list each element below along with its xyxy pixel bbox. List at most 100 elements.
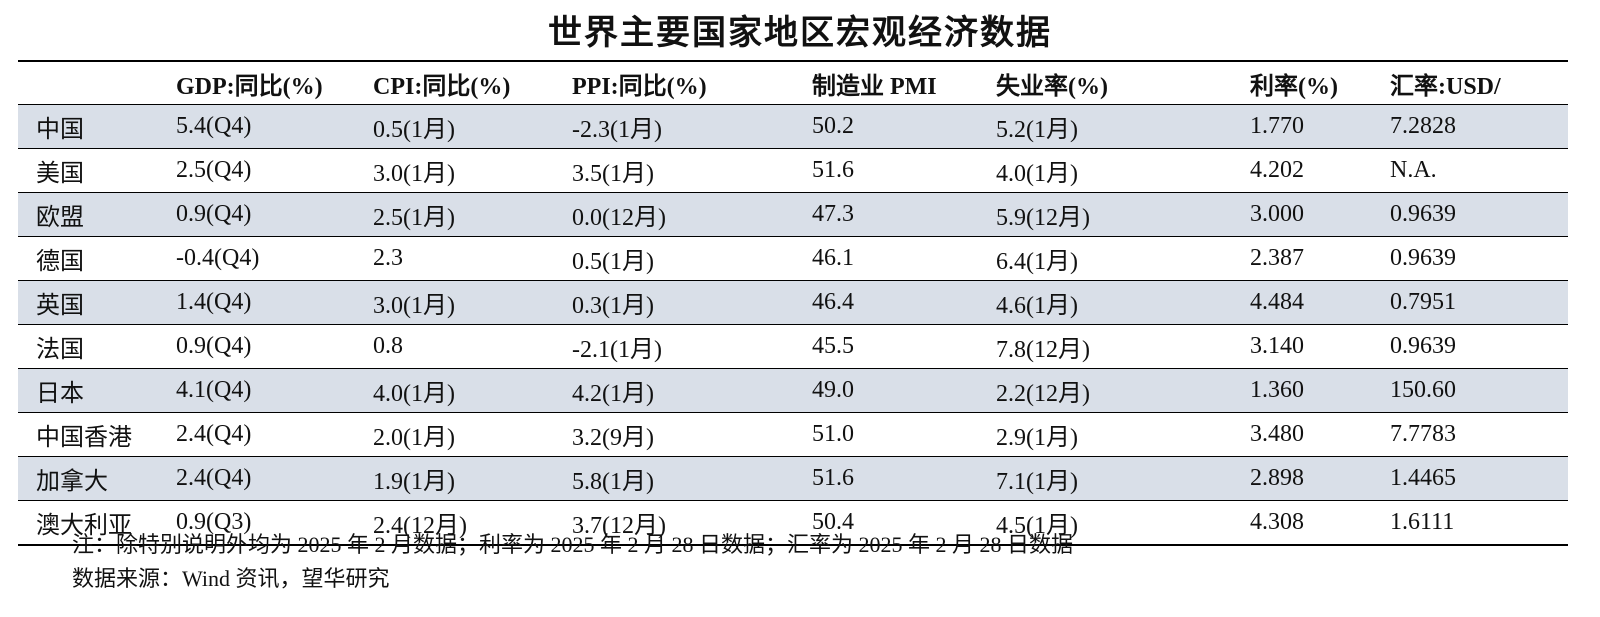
cell-interest-rate: 1.360: [1250, 377, 1304, 403]
cell-pmi: 47.3: [812, 201, 854, 227]
data-source-text: 数据来源：Wind 资讯，望华研究: [72, 566, 390, 591]
cell-unemployment: 7.8(12月): [996, 337, 1090, 363]
cell-country: 中国香港: [36, 425, 132, 451]
cell-exchange-rate: N.A.: [1390, 157, 1437, 183]
cell-gdp: 0.9(Q4): [176, 333, 252, 359]
header-cell-pmi: 制造业 PMI: [812, 73, 937, 100]
table-body: 中国 5.4(Q4) 0.5(1月) -2.3(1月) 50.2 5.2(1月) 1.770…: [18, 105, 1568, 544]
cell-ppi: 4.2(1月): [572, 381, 654, 407]
cell-gdp: 2.4(Q4): [176, 465, 252, 491]
cell-exchange-rate: 7.2828: [1390, 113, 1456, 139]
cell-pmi: 45.5: [812, 333, 854, 359]
cell-unemployment: 7.1(1月): [996, 469, 1078, 495]
cell-cpi: 2.0(1月): [373, 425, 455, 451]
cell-unemployment: 4.5(1月): [996, 513, 1078, 539]
table-row: 英国 1.4(Q4) 3.0(1月) 0.3(1月) 46.4 4.6(1月) 4.484 0…: [18, 281, 1568, 325]
cell-interest-rate: 4.202: [1250, 157, 1304, 183]
table-row: 加拿大 2.4(Q4) 1.9(1月) 5.8(1月) 51.6 7.1(1月) 2.898…: [18, 457, 1568, 501]
table-header-row: GDP:同比(%) CPI:同比(%) PPI:同比(%) 制造业 PMI 失业…: [18, 62, 1568, 105]
cell-pmi: 46.1: [812, 245, 854, 271]
cell-cpi: 2.3: [373, 245, 403, 271]
cell-unemployment: 6.4(1月): [996, 249, 1078, 275]
cell-ppi: 0.3(1月): [572, 293, 654, 319]
cell-exchange-rate: 0.7951: [1390, 289, 1456, 315]
table-row: 法国 0.9(Q4) 0.8 -2.1(1月) 45.5 7.8(12月) 3.140 0.9…: [18, 325, 1568, 369]
cell-interest-rate: 2.387: [1250, 245, 1304, 271]
table-row: 中国香港 2.4(Q4) 2.0(1月) 3.2(9月) 51.0 2.9(1月) 3.48…: [18, 413, 1568, 457]
cell-ppi: -2.1(1月): [572, 337, 662, 363]
cell-ppi: 0.5(1月): [572, 249, 654, 275]
header-cell-cpi: CPI:同比(%): [373, 73, 511, 100]
cell-country: 德国: [36, 249, 84, 275]
cell-interest-rate: 3.140: [1250, 333, 1304, 359]
cell-exchange-rate: 0.9639: [1390, 245, 1456, 271]
header-cell-ppi: PPI:同比(%): [572, 73, 707, 100]
table-row: 欧盟 0.9(Q4) 2.5(1月) 0.0(12月) 47.3 5.9(12月) 3.00…: [18, 193, 1568, 237]
cell-interest-rate: 4.484: [1250, 289, 1304, 315]
cell-unemployment: 5.2(1月): [996, 117, 1078, 143]
cell-unemployment: 4.0(1月): [996, 161, 1078, 187]
cell-cpi: 3.0(1月): [373, 293, 455, 319]
cell-interest-rate: 1.770: [1250, 113, 1304, 139]
cell-pmi: 51.6: [812, 157, 854, 183]
cell-ppi: -2.3(1月): [572, 117, 662, 143]
cell-unemployment: 2.9(1月): [996, 425, 1078, 451]
cell-country: 英国: [36, 293, 84, 319]
cell-exchange-rate: 0.9639: [1390, 201, 1456, 227]
cell-cpi: 3.0(1月): [373, 161, 455, 187]
cell-cpi: 2.4(12月): [373, 513, 467, 539]
page-title: 世界主要国家地区宏观经济数据: [548, 15, 1052, 52]
cell-unemployment: 4.6(1月): [996, 293, 1078, 319]
cell-ppi: 3.2(9月): [572, 425, 654, 451]
footnotes: 注：除特别说明外均为 2025 年 2 月数据；利率为 2025 年 2 月 2…: [72, 528, 1073, 596]
cell-exchange-rate: 150.60: [1390, 377, 1456, 403]
cell-ppi: 3.7(12月): [572, 513, 666, 539]
table-row: 美国 2.5(Q4) 3.0(1月) 3.5(1月) 51.6 4.0(1月) 4.202 N…: [18, 149, 1568, 193]
cell-gdp: 0.9(Q4): [176, 201, 252, 227]
cell-exchange-rate: 0.9639: [1390, 333, 1456, 359]
cell-gdp: 1.4(Q4): [176, 289, 252, 315]
cell-cpi: 2.5(1月): [373, 205, 455, 231]
cell-country: 美国: [36, 161, 84, 187]
header-cell-unemployment: 失业率(%): [996, 73, 1108, 100]
table-row: 日本 4.1(Q4) 4.0(1月) 4.2(1月) 49.0 2.2(12月) 1.360…: [18, 369, 1568, 413]
cell-cpi: 0.5(1月): [373, 117, 455, 143]
header-cell-exchange-rate: 汇率:USD/: [1390, 73, 1501, 100]
cell-interest-rate: 3.480: [1250, 421, 1304, 447]
header-cell-gdp: GDP:同比(%): [176, 73, 323, 100]
cell-interest-rate: 4.308: [1250, 509, 1304, 535]
cell-ppi: 3.5(1月): [572, 161, 654, 187]
cell-pmi: 50.4: [812, 509, 854, 535]
cell-pmi: 49.0: [812, 377, 854, 403]
cell-exchange-rate: 7.7783: [1390, 421, 1456, 447]
cell-gdp: 2.4(Q4): [176, 421, 252, 447]
cell-gdp: -0.4(Q4): [176, 245, 260, 271]
cell-cpi: 1.9(1月): [373, 469, 455, 495]
table-row: 德国 -0.4(Q4) 2.3 0.5(1月) 46.1 6.4(1月) 2.387 0.96…: [18, 237, 1568, 281]
header-cell-interest-rate: 利率(%): [1250, 73, 1338, 100]
macro-data-table: GDP:同比(%) CPI:同比(%) PPI:同比(%) 制造业 PMI 失业…: [18, 60, 1568, 546]
cell-exchange-rate: 1.4465: [1390, 465, 1456, 491]
cell-pmi: 50.2: [812, 113, 854, 139]
cell-exchange-rate: 1.6111: [1390, 509, 1455, 535]
table-row: 澳大利亚 0.9(Q3) 2.4(12月) 3.7(12月) 50.4 4.5(1月) 4.…: [18, 501, 1568, 544]
cell-unemployment: 2.2(12月): [996, 381, 1090, 407]
cell-country: 法国: [36, 337, 84, 363]
cell-country: 欧盟: [36, 205, 84, 231]
cell-pmi: 46.4: [812, 289, 854, 315]
cell-ppi: 0.0(12月): [572, 205, 666, 231]
cell-country: 日本: [36, 381, 84, 407]
cell-country: 加拿大: [36, 469, 108, 495]
footnote-text: 注：除特别说明外均为 2025 年 2 月数据；利率为 2025 年 2 月 2…: [72, 532, 1074, 557]
cell-interest-rate: 3.000: [1250, 201, 1304, 227]
cell-pmi: 51.6: [812, 465, 854, 491]
cell-cpi: 4.0(1月): [373, 381, 455, 407]
cell-cpi: 0.8: [373, 333, 403, 359]
cell-gdp: 4.1(Q4): [176, 377, 252, 403]
cell-ppi: 5.8(1月): [572, 469, 654, 495]
cell-country: 澳大利亚: [36, 513, 132, 539]
cell-gdp: 5.4(Q4): [176, 113, 252, 139]
table-row: 中国 5.4(Q4) 0.5(1月) -2.3(1月) 50.2 5.2(1月) 1.770…: [18, 105, 1568, 149]
cell-unemployment: 5.9(12月): [996, 205, 1090, 231]
cell-gdp: 2.5(Q4): [176, 157, 252, 183]
